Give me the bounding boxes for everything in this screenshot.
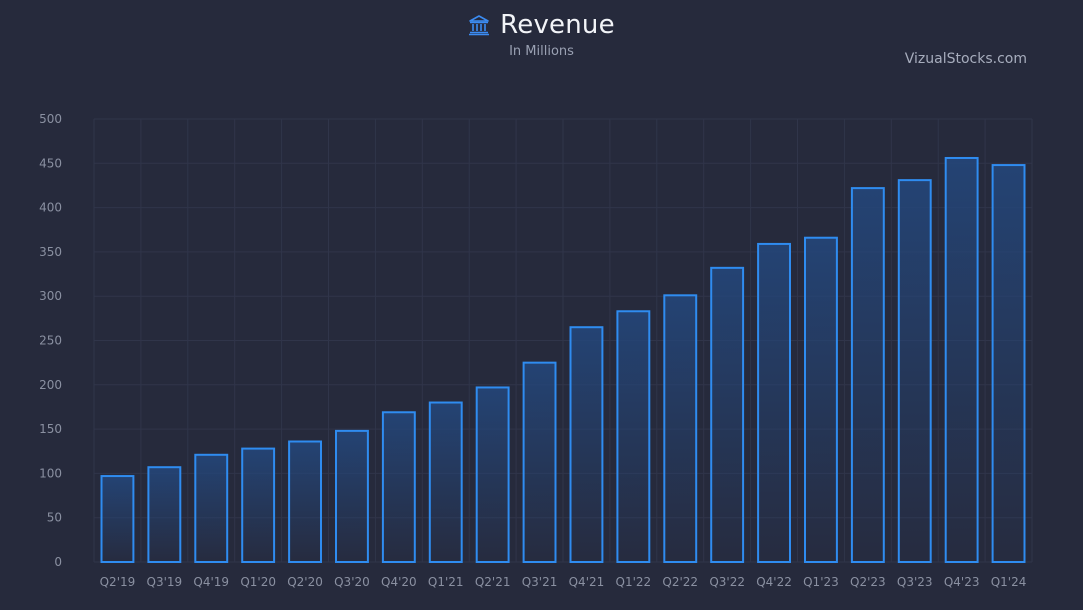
bar: [944, 156, 979, 563]
x-tick-label: Q1'20: [240, 575, 276, 589]
bar: [147, 466, 182, 563]
y-axis-ticks: 0 50 100 150 200 250 300 350 400 450 500: [39, 112, 62, 569]
bar: [288, 440, 322, 563]
x-tick-label: Q2'22: [662, 575, 698, 589]
x-tick-label: Q1'24: [991, 575, 1027, 589]
y-tick-label: 400: [39, 201, 62, 215]
y-tick-label: 50: [47, 511, 62, 525]
bank-icon: [468, 14, 490, 36]
bar: [757, 242, 791, 563]
x-tick-label: Q2'23: [850, 575, 886, 589]
chart-header: Revenue In Millions: [0, 10, 1083, 59]
bar: [850, 187, 885, 563]
x-tick-label: Q3'23: [897, 575, 933, 589]
bar: [241, 447, 276, 564]
y-tick-label: 500: [39, 112, 62, 126]
bar: [616, 310, 651, 563]
bar: [335, 429, 369, 564]
y-tick-label: 250: [39, 334, 62, 348]
x-tick-label: Q4'21: [569, 575, 605, 589]
x-tick-label: Q3'21: [522, 575, 558, 589]
bar: [522, 361, 557, 563]
bar: [428, 401, 463, 563]
x-tick-label: Q4'19: [193, 575, 229, 589]
bars: [100, 156, 1026, 564]
y-tick-label: 450: [39, 156, 62, 170]
x-tick-label: Q3'20: [334, 575, 370, 589]
bar: [381, 411, 416, 563]
bar: [804, 236, 838, 563]
y-tick-label: 100: [39, 466, 62, 480]
bar: [897, 179, 932, 563]
x-tick-label: Q1'23: [803, 575, 839, 589]
x-tick-label: Q1'22: [616, 575, 652, 589]
grid: [93, 118, 1033, 563]
x-tick-label: Q2'21: [475, 575, 511, 589]
y-tick-label: 350: [39, 245, 62, 259]
watermark: VizualStocks.com: [904, 51, 1027, 67]
bar: [991, 164, 1026, 564]
y-tick-label: 300: [39, 289, 62, 303]
x-tick-label: Q3'22: [709, 575, 745, 589]
chart-title: Revenue: [500, 10, 615, 40]
x-axis-ticks: Q2'19 Q3'19 Q4'19 Q1'20 Q2'20 Q3'20 Q4'20 Q1'21…: [100, 575, 1027, 589]
x-tick-label: Q4'22: [756, 575, 792, 589]
title-row: Revenue: [468, 10, 615, 40]
x-tick-label: Q3'19: [147, 575, 183, 589]
x-tick-label: Q4'20: [381, 575, 417, 589]
x-tick-label: Q2'19: [100, 575, 136, 589]
y-tick-label: 0: [54, 555, 62, 569]
bar: [100, 475, 135, 564]
x-tick-label: Q2'20: [287, 575, 323, 589]
y-tick-label: 150: [39, 422, 62, 436]
y-tick-label: 200: [39, 378, 62, 392]
bar: [710, 266, 745, 563]
bar: [569, 326, 604, 563]
chart-subtitle: In Millions: [509, 44, 574, 59]
bar: [663, 294, 698, 563]
bar: [475, 386, 510, 564]
bar: [194, 453, 229, 564]
x-tick-label: Q1'21: [428, 575, 464, 589]
x-tick-label: Q4'23: [944, 575, 980, 589]
